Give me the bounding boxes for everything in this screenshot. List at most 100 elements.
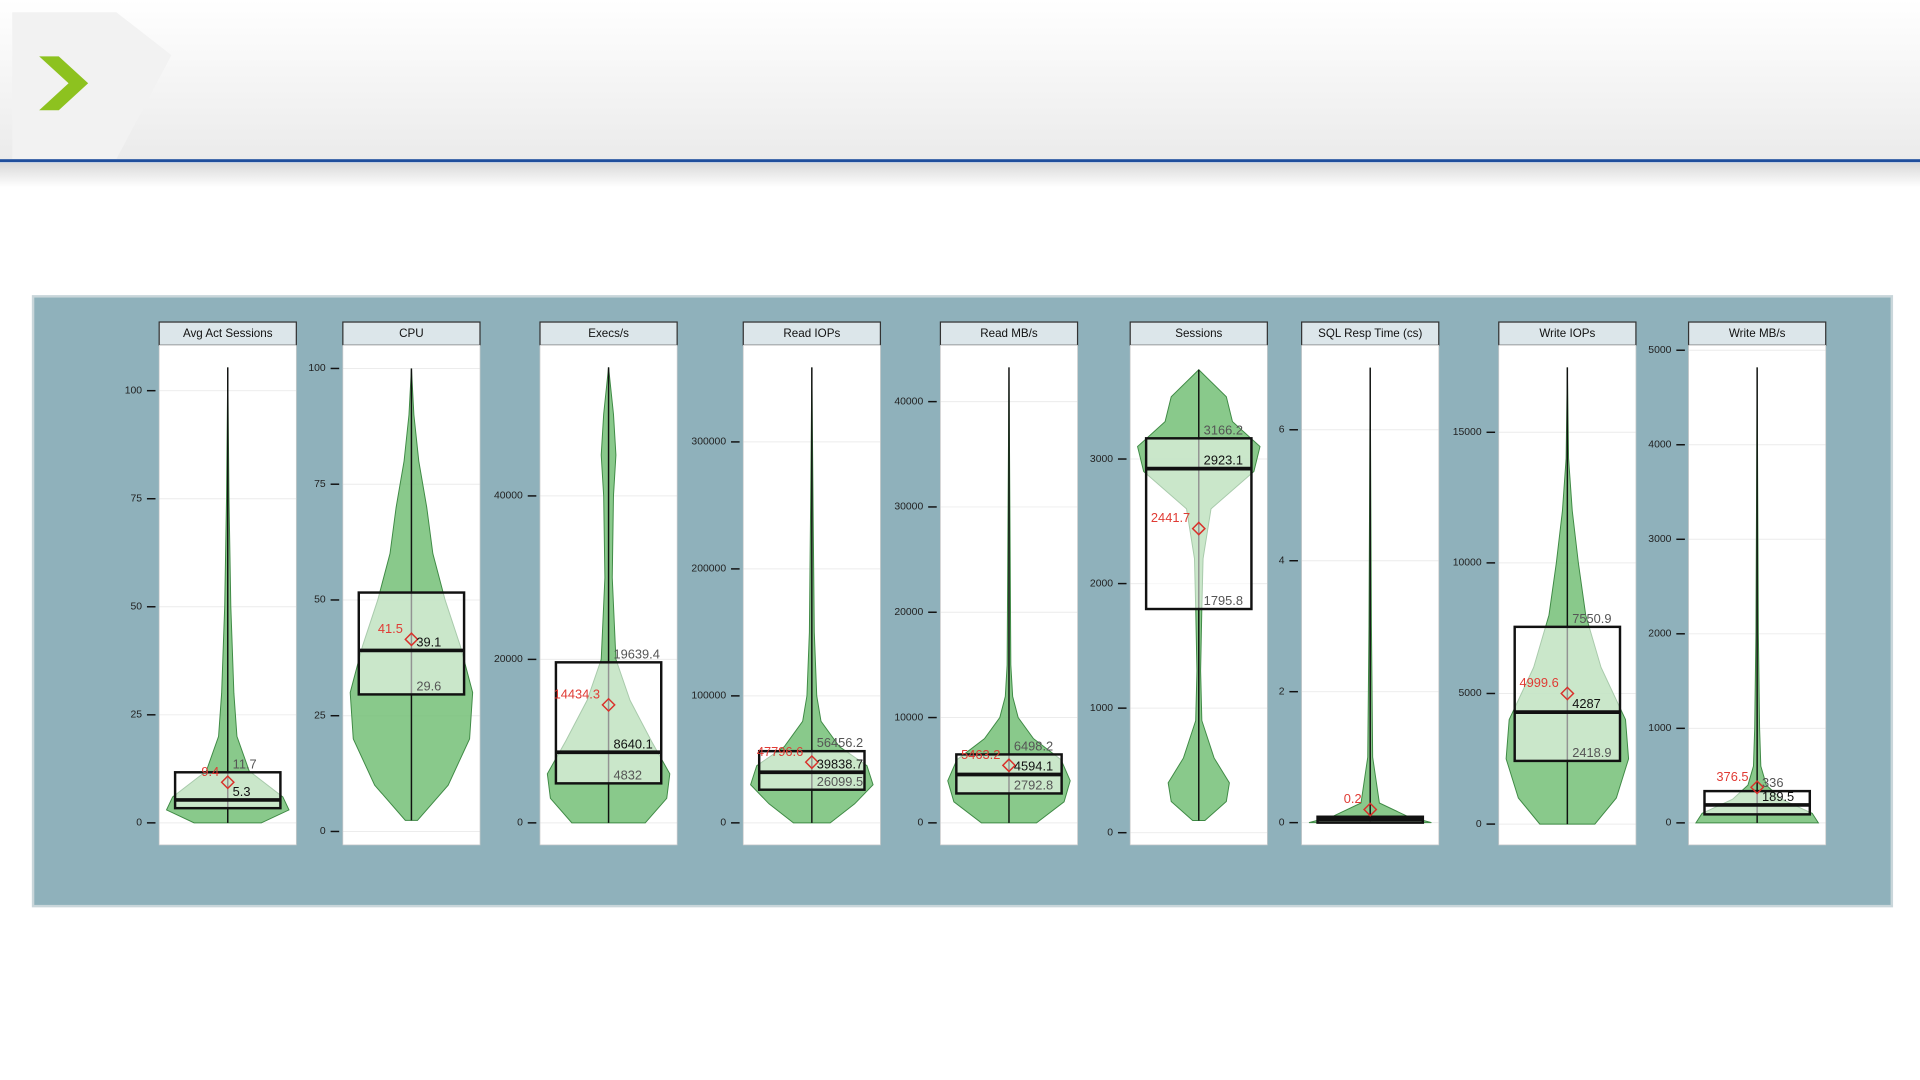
stat-label: 0.2 (1344, 791, 1362, 806)
y-tick-label: 0 (320, 826, 326, 837)
header-rule (0, 159, 1920, 163)
stat-label: 3166.2 (1204, 422, 1243, 437)
y-tick-label: 40000 (894, 396, 923, 407)
box (1513, 625, 1622, 763)
y-tick-label: 25 (130, 710, 142, 721)
panel-border (342, 344, 481, 846)
stat-label: 47796.6 (757, 744, 803, 759)
y-tick-label: 50 (130, 602, 142, 613)
mean-marker (1560, 686, 1575, 701)
stat-label: 2923.1 (1204, 453, 1243, 468)
stat-label: 56456.2 (817, 735, 863, 750)
y-tick-label: 2000 (1648, 629, 1671, 640)
y-tick-label: 0 (1107, 827, 1113, 838)
y-tick-label: 10000 (894, 712, 923, 723)
panel-border (1301, 344, 1440, 846)
y-tick-label: 30000 (894, 502, 923, 513)
y-tick-label: 0 (720, 818, 726, 829)
mean-marker (804, 755, 819, 770)
stat-label: 26099.5 (817, 774, 863, 789)
stat-label: 8640.1 (613, 736, 652, 751)
panel-border (940, 344, 1078, 846)
y-tick-label: 15000 (1453, 427, 1482, 438)
box (1703, 789, 1812, 816)
panel-border (1129, 344, 1268, 846)
facet-title: Read MB/s (980, 327, 1038, 340)
mean-marker (404, 632, 419, 647)
mean-marker (220, 775, 235, 790)
y-tick-label: 200000 (691, 564, 726, 575)
y-tick-label: 20000 (894, 607, 923, 618)
facet-title: SQL Resp Time (cs) (1318, 327, 1422, 340)
header-arrow-bg (12, 12, 172, 160)
y-tick-label: 10000 (1453, 558, 1482, 569)
y-tick-label: 0 (517, 818, 523, 829)
y-tick-label: 3000 (1648, 534, 1671, 545)
facet-title: Sessions (1175, 327, 1222, 340)
stat-label: 1795.8 (1204, 593, 1243, 608)
y-tick-label: 0 (917, 818, 923, 829)
y-tick-label: 4 (1279, 555, 1285, 566)
y-tick-label: 0 (1279, 817, 1285, 828)
mean-marker (1749, 780, 1765, 795)
facet-title: Write MB/s (1729, 327, 1786, 340)
stat-label: 2792.8 (1014, 777, 1053, 792)
stat-label: 4999.6 (1519, 675, 1558, 690)
y-tick-label: 20000 (494, 654, 523, 665)
header-shadow (0, 162, 1920, 188)
y-tick-label: 5000 (1648, 345, 1671, 356)
stat-label: 19639.4 (613, 646, 659, 661)
y-tick-label: 1000 (1648, 723, 1671, 734)
y-tick-label: 50 (314, 595, 326, 606)
stat-label: 14434.3 (554, 686, 600, 701)
y-tick-label: 3000 (1090, 454, 1113, 465)
stat-label: 4594.1 (1014, 759, 1053, 774)
stat-label: 5.3 (233, 784, 251, 799)
y-tick-label: 100000 (691, 691, 726, 702)
y-tick-label: 100 (125, 385, 143, 396)
stat-label: 39838.7 (817, 756, 863, 771)
facet-title: Write IOPs (1539, 327, 1595, 340)
y-tick-label: 0 (136, 818, 142, 829)
panel-border (1498, 344, 1637, 846)
y-tick-label: 40000 (494, 491, 523, 502)
y-tick-label: 1000 (1090, 703, 1113, 714)
y-tick-label: 4000 (1648, 440, 1671, 451)
y-tick-label: 300000 (691, 437, 726, 448)
y-tick-label: 75 (130, 493, 142, 504)
mean-marker (601, 697, 616, 713)
y-tick-label: 2 (1279, 686, 1285, 697)
facet-title: CPU (399, 327, 424, 340)
stat-label: 41.5 (378, 621, 403, 636)
plots: Avg Act Sessions 0 25 50 75 100 9.4 5.3 11.7 CPU 0… (125, 321, 1827, 846)
box (357, 591, 466, 696)
box (554, 661, 663, 785)
stat-label: 4832 (613, 767, 642, 782)
stat-label: 6498.2 (1014, 738, 1053, 753)
stat-label: 2441.7 (1151, 510, 1190, 525)
stat-label: 336 (1762, 775, 1783, 790)
y-tick-label: 5000 (1459, 688, 1482, 699)
stat-label: 11.7 (233, 756, 257, 771)
stat-label: 4287 (1572, 696, 1601, 711)
stat-label: 189.5 (1762, 789, 1794, 804)
logo-chevron (39, 56, 89, 111)
y-tick-label: 2000 (1090, 578, 1113, 589)
y-tick-label: 75 (314, 479, 326, 490)
stat-label: 376.5 (1716, 769, 1748, 784)
y-tick-label: 0 (1666, 818, 1672, 829)
y-tick-label: 100 (308, 363, 326, 374)
y-tick-label: 6 (1279, 425, 1285, 436)
stat-label: 29.6 (416, 678, 441, 693)
mean-marker (1191, 521, 1206, 536)
facet-title: Avg Act Sessions (183, 327, 273, 340)
panel-border (539, 344, 678, 846)
facet-title: Execs/s (588, 327, 629, 340)
panel-border (742, 344, 881, 846)
stat-label: 5463.2 (961, 747, 1000, 762)
mean-marker (1363, 802, 1378, 817)
header-bar (0, 0, 1920, 160)
stat-label: 2418.9 (1572, 745, 1611, 760)
